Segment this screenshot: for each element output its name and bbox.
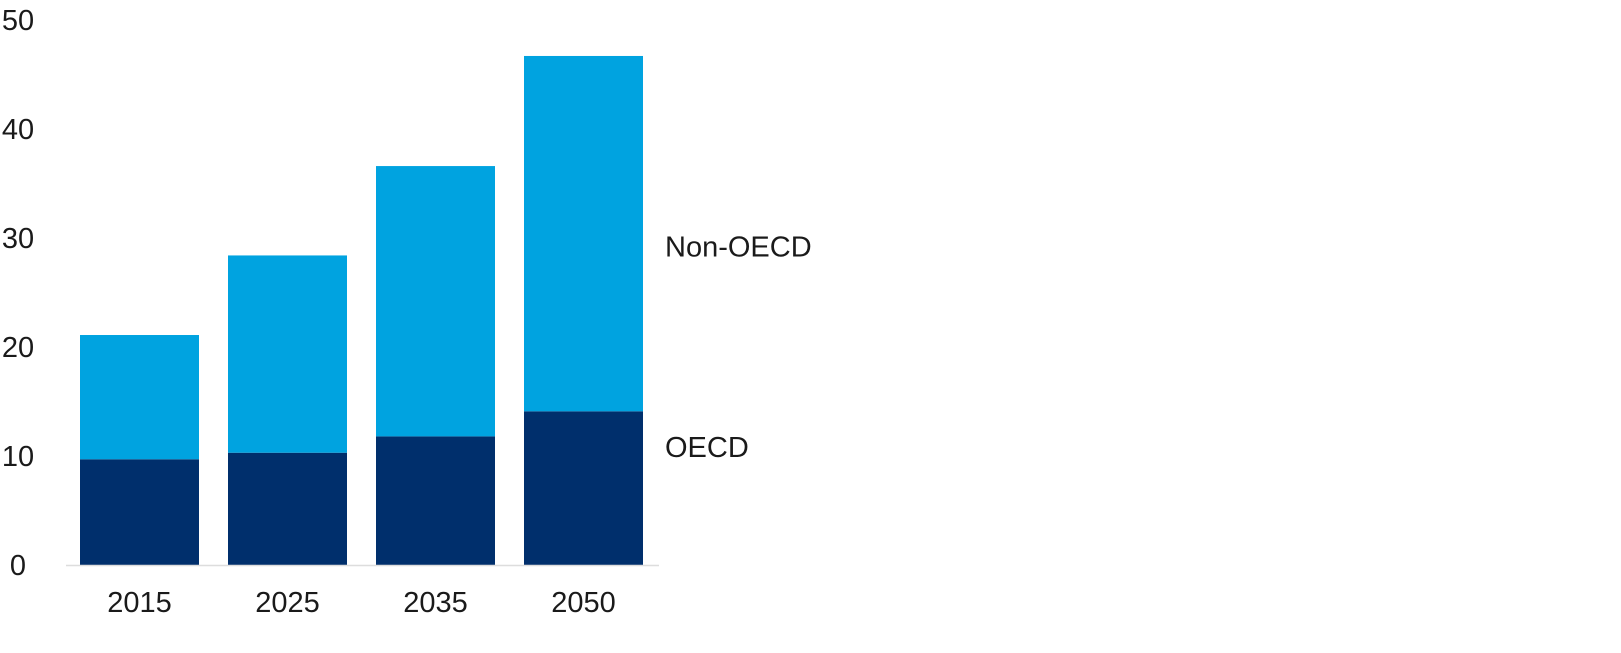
x-tick-label: 2015 bbox=[107, 587, 172, 619]
bar-oecd-2015 bbox=[80, 459, 199, 565]
y-tick-label: 30 bbox=[2, 223, 34, 255]
bar-oecd-2050 bbox=[524, 411, 643, 565]
bars bbox=[80, 55, 643, 565]
legend-label-non-oecd: Non-OECD bbox=[665, 232, 812, 264]
bar-oecd-2035 bbox=[376, 436, 495, 565]
y-axis: 0 10 20 30 40 50 bbox=[2, 5, 34, 582]
bar-oecd-2025 bbox=[228, 452, 347, 565]
x-tick-label: 2025 bbox=[255, 587, 320, 619]
legend-label-oecd: OECD bbox=[665, 432, 749, 464]
y-tick-label: 20 bbox=[2, 332, 34, 364]
x-axis: 2015 2025 2035 2050 bbox=[107, 587, 616, 619]
bar-non-oecd-2035 bbox=[376, 166, 495, 437]
y-tick-label: 40 bbox=[2, 114, 34, 146]
bar-non-oecd-2050 bbox=[524, 55, 643, 412]
y-tick-label: 0 bbox=[10, 550, 26, 582]
y-tick-label: 50 bbox=[2, 5, 34, 37]
x-tick-label: 2035 bbox=[403, 587, 468, 619]
legend: OECD Non-OECD bbox=[665, 232, 812, 465]
y-tick-label: 10 bbox=[2, 441, 34, 473]
bar-non-oecd-2015 bbox=[80, 335, 199, 460]
x-tick-label: 2050 bbox=[551, 587, 616, 619]
bar-non-oecd-2025 bbox=[228, 255, 347, 453]
